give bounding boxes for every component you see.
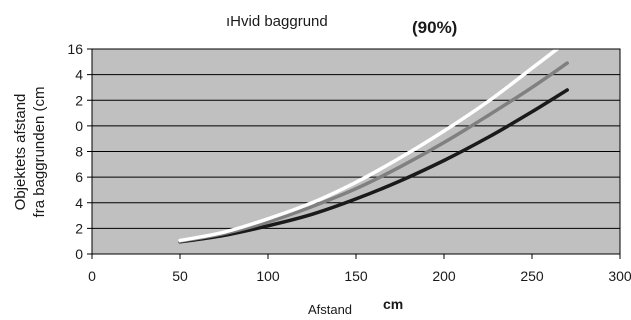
series-line-2 [178, 61, 569, 243]
x-tick-label: 150 [344, 268, 368, 284]
y-tick-label: 8 [75, 144, 83, 160]
y-tick-label: 4 [75, 195, 83, 211]
x-axis-label: Afstand [308, 302, 352, 317]
series-lines [178, 39, 569, 244]
x-tick-label: 0 [88, 268, 96, 284]
series-line-1 [178, 39, 569, 243]
x-tick-label: 250 [520, 268, 544, 284]
chart-title: ıHvid baggrund [226, 13, 328, 30]
x-tick-label: 200 [432, 268, 456, 284]
y-axis-label-line2: fra baggrunden (cm [31, 87, 48, 218]
y-tick-label: 0 [75, 118, 83, 134]
x-tick-label: 100 [256, 268, 280, 284]
y-tick-label: 16 [67, 41, 83, 57]
series-line-3 [178, 88, 569, 244]
y-tick-label: 0 [75, 246, 83, 262]
x-tick-label: 300 [608, 268, 631, 284]
y-tick-label: 6 [75, 169, 83, 185]
x-tick-label: 50 [172, 268, 188, 284]
y-tick-label: 4 [75, 67, 83, 83]
axis-ticks: 0 2 4 6 8 0 2 4 16 0 50 100 150 200 250 300 [67, 41, 631, 284]
y-axis-label-line1: Objektets afstand [12, 94, 29, 211]
y-tick-label: 2 [75, 92, 83, 108]
chart-subtitle: (90%) [412, 18, 457, 37]
x-axis-unit: cm [383, 296, 403, 312]
y-tick-label: 2 [75, 220, 83, 236]
